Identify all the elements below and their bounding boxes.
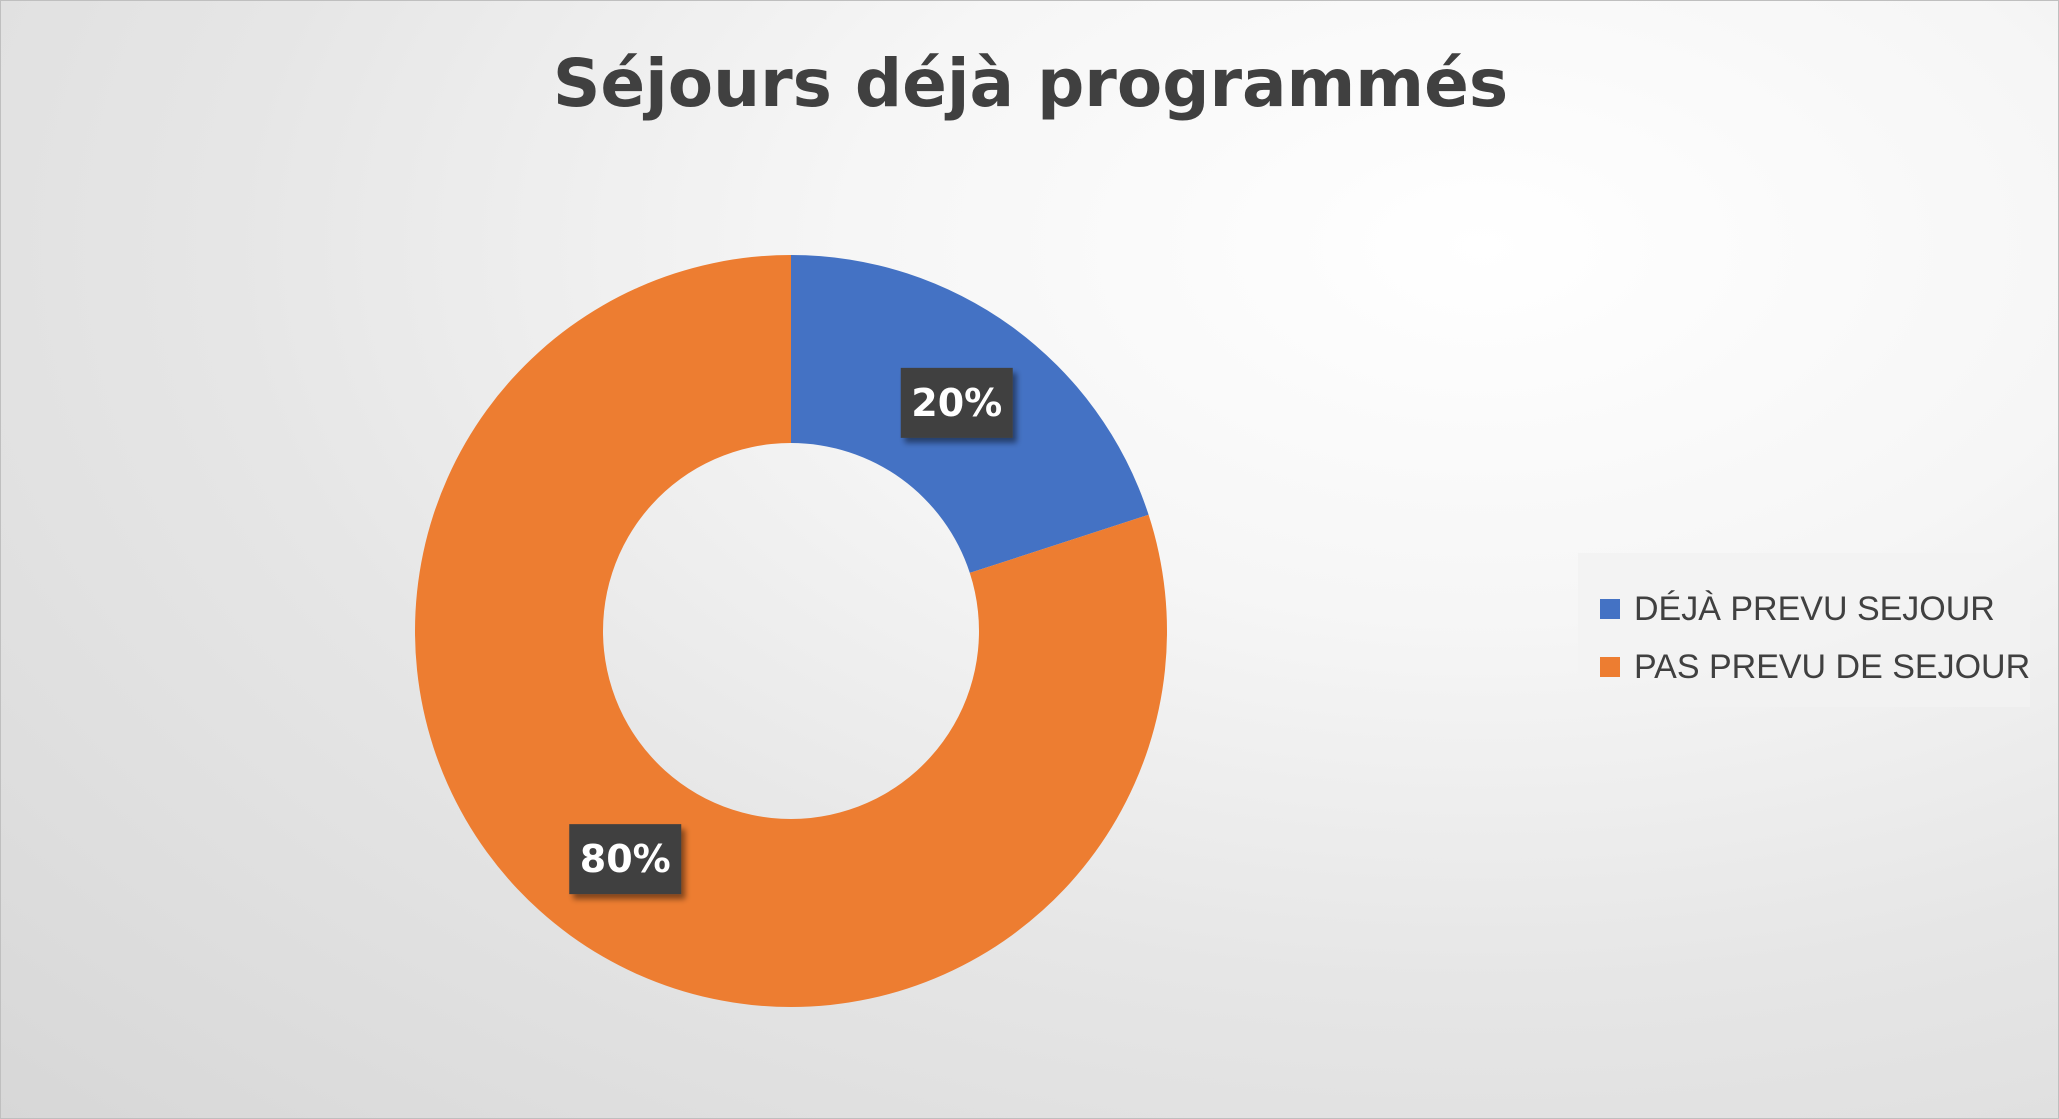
data-label-text: 20% xyxy=(911,381,1002,425)
chart-title: Séjours déjà programmés xyxy=(552,45,1509,122)
data-label-text: 80% xyxy=(580,837,671,881)
data-label-0: 20% xyxy=(900,367,1013,438)
data-label-box xyxy=(569,824,682,895)
legend-swatch-orange xyxy=(1600,657,1620,677)
chart-legend: DÉJÀ PREVU SEJOUR PAS PREVU DE SEJOUR xyxy=(1578,553,2030,707)
legend-item-pas-prevu: PAS PREVU DE SEJOUR xyxy=(1600,647,2030,687)
legend-label: DÉJÀ PREVU SEJOUR xyxy=(1634,589,1995,628)
doughnut-slices xyxy=(414,255,1167,1007)
data-labels: 20% 80% xyxy=(569,367,1013,895)
data-label-box xyxy=(900,367,1013,438)
legend-swatch-blue xyxy=(1600,599,1620,619)
legend-label: PAS PREVU DE SEJOUR xyxy=(1634,647,2031,686)
doughnut-slice-1 xyxy=(414,255,1167,1007)
legend-item-deja-prevu: DÉJÀ PREVU SEJOUR xyxy=(1600,589,1995,629)
data-label-1: 80% xyxy=(569,824,682,895)
